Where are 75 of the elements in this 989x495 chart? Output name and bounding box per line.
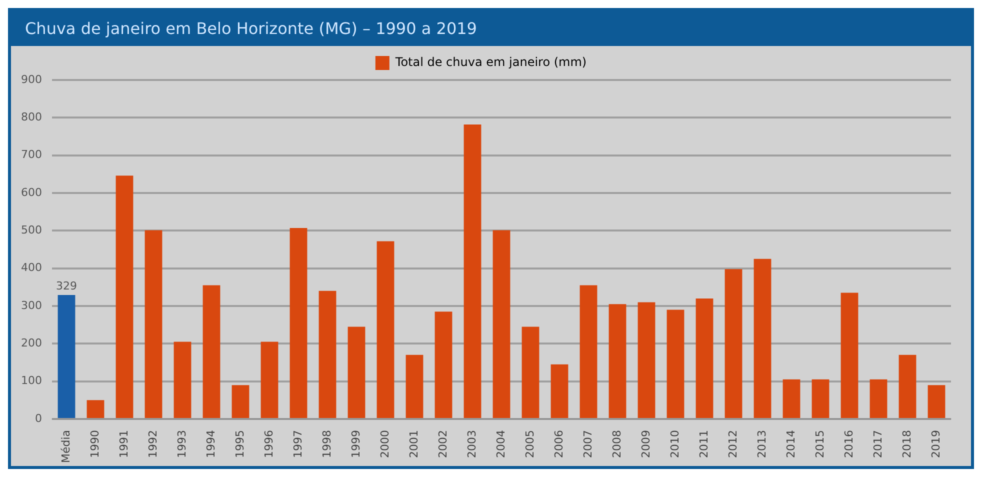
chart-title: Chuva de janeiro em Belo Horizonte (MG) – 1990 a 2019 <box>11 11 971 46</box>
bar <box>898 354 916 418</box>
x-tick-label: 2015 <box>813 430 826 458</box>
bar <box>348 326 366 418</box>
y-tick-label: 900 <box>20 72 42 86</box>
bar <box>812 379 830 418</box>
bar <box>232 385 250 418</box>
x-tick-label: 1999 <box>349 430 362 458</box>
bar <box>406 354 424 418</box>
bar <box>290 228 308 418</box>
y-tick-label: 100 <box>20 374 42 388</box>
y-tick-label: 300 <box>20 298 42 312</box>
x-tick-label: 2009 <box>639 430 652 458</box>
x-tick-label: 2012 <box>726 430 740 458</box>
y-tick-label: 400 <box>20 261 42 274</box>
data-label: 329 <box>56 279 77 292</box>
x-tick-label: 2010 <box>668 430 682 458</box>
bar <box>870 379 888 418</box>
x-tick-label: 2017 <box>871 430 884 458</box>
x-tick-label: 2006 <box>552 430 566 458</box>
y-tick-label: 600 <box>20 186 42 199</box>
y-tick-label: 500 <box>20 224 42 237</box>
x-tick-label: 1990 <box>88 430 102 458</box>
y-tick-label: 0 <box>34 412 42 425</box>
bar <box>608 304 626 418</box>
bar <box>696 298 714 418</box>
y-tick-label: 200 <box>20 336 42 350</box>
legend-label: Total de chuva em janeiro (mm) <box>394 55 587 70</box>
x-tick-label: 1993 <box>175 430 188 458</box>
bar <box>464 124 482 418</box>
bar <box>318 290 336 418</box>
x-tick-label: 2008 <box>610 430 624 458</box>
bar <box>86 400 104 418</box>
x-tick-label: 2019 <box>929 430 942 458</box>
x-tick-label: 1997 <box>291 430 304 458</box>
bar <box>522 326 540 418</box>
bar <box>434 312 452 418</box>
x-tick-label: 2004 <box>494 430 508 458</box>
bar <box>144 230 162 418</box>
x-tick-label: 2003 <box>465 430 478 458</box>
bar <box>754 258 772 418</box>
bar <box>724 269 742 418</box>
x-tick-label: 1992 <box>146 430 160 458</box>
bar <box>58 295 76 418</box>
x-tick-label: 2013 <box>755 430 768 458</box>
bar <box>666 310 684 418</box>
x-tick-label: 2018 <box>900 430 914 458</box>
x-tick-label: 2014 <box>784 430 798 458</box>
bar <box>782 379 800 418</box>
x-tick-label: 2007 <box>581 430 594 458</box>
x-tick-label: Média <box>59 430 72 464</box>
bar <box>928 385 946 418</box>
bar <box>376 241 394 418</box>
x-tick-label: 1994 <box>204 430 218 458</box>
x-tick-label: 2001 <box>407 430 420 458</box>
bar <box>840 292 858 418</box>
x-tick-label: 1996 <box>262 430 276 458</box>
x-tick-label: 1991 <box>117 430 130 458</box>
y-tick-label: 800 <box>20 110 42 124</box>
bar <box>116 176 134 418</box>
x-tick-label: 2005 <box>523 430 536 458</box>
x-tick-label: 2000 <box>378 430 392 458</box>
x-tick-label: 2016 <box>842 430 856 458</box>
x-tick-label: 1998 <box>320 430 334 458</box>
bar <box>174 342 192 418</box>
bar <box>492 230 510 418</box>
x-tick-label: 2011 <box>697 430 710 458</box>
bar <box>638 302 656 418</box>
x-tick-label: 2002 <box>436 430 450 458</box>
y-tick-label: 700 <box>20 148 42 162</box>
bar <box>580 285 598 418</box>
x-tick-label: 1995 <box>233 430 246 458</box>
bar <box>202 285 220 418</box>
bar <box>550 364 568 418</box>
bar <box>260 342 278 418</box>
